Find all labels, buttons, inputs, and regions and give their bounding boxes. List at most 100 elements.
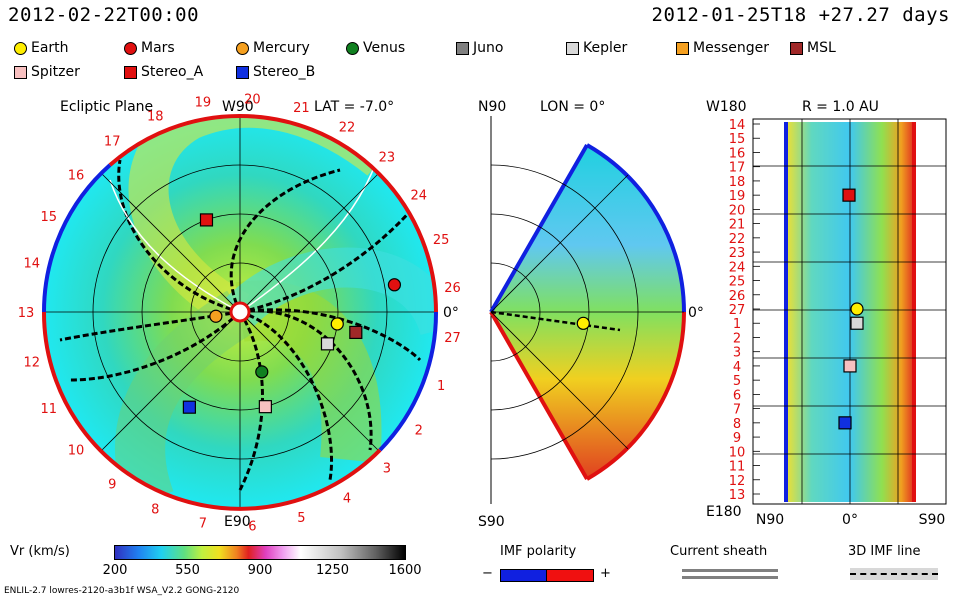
rotation-label: 13 <box>18 306 35 321</box>
synoptic-spitzer-marker <box>843 359 857 373</box>
legend-item-venus: Venus <box>346 40 405 56</box>
rotation-label: 3 <box>383 462 391 477</box>
legend-item-spitzer: Spitzer <box>14 64 80 80</box>
current-sheath-line-1 <box>682 569 778 572</box>
ecliptic-rim-neg <box>378 311 439 452</box>
synoptic-row-label: 1 <box>733 317 741 332</box>
imf-neg-swatch <box>500 569 548 582</box>
stereo-b-marker-icon <box>236 65 249 79</box>
sun-icon <box>229 301 251 323</box>
msl-marker-icon <box>790 41 803 55</box>
synoptic-row-labels: 1415161718192021222324252627123456789101… <box>729 118 746 503</box>
rotation-label: 10 <box>68 444 85 459</box>
legend-label: Kepler <box>583 40 628 56</box>
earth-marker-icon <box>14 41 27 55</box>
synoptic-x-label: N90 <box>756 512 784 528</box>
synoptic-row-label: 5 <box>733 374 741 389</box>
venus-marker-icon <box>346 41 359 55</box>
synoptic-bottom-left: E180 <box>706 504 742 520</box>
colorbar-tick: 550 <box>175 563 200 578</box>
ecliptic-bottom-label: E90 <box>224 514 251 530</box>
ecliptic-rim-neg-2 <box>41 163 112 313</box>
synoptic-row-label: 11 <box>729 460 746 475</box>
synoptic-row-label: 20 <box>729 203 746 218</box>
rotation-label: 11 <box>40 402 57 417</box>
current-sheath-line-2 <box>682 576 778 579</box>
synoptic-panel: W180 R = 1.0 AU E180 1415161718192021222… <box>706 99 947 528</box>
meridional-arc-bottom <box>586 311 686 481</box>
synoptic-row-label: 26 <box>729 289 746 304</box>
ecliptic-top-label: W90 <box>222 99 254 115</box>
rotation-label: 5 <box>297 511 305 526</box>
juno-marker-icon <box>456 41 469 55</box>
meridional-edge-bottom <box>489 311 589 480</box>
rotation-label: 25 <box>433 233 450 248</box>
ecliptic-panel: Ecliptic Plane W90 LAT = -7.0° E90 0° <box>18 92 461 534</box>
rotation-label: 4 <box>343 491 351 506</box>
ecliptic-lat-label: LAT = -7.0° <box>314 99 394 115</box>
current-sheath-title: Current sheath <box>670 544 768 559</box>
synoptic-row-label: 16 <box>729 146 746 161</box>
imf-minus: − <box>482 566 493 581</box>
synoptic-row-label: 18 <box>729 175 746 190</box>
ecliptic-stereo-a-marker <box>199 213 214 227</box>
legend-item-stereo-b: Stereo_B <box>236 64 315 80</box>
synoptic-row-label: 6 <box>733 388 741 403</box>
synoptic-grid <box>753 119 946 504</box>
rotation-label: 9 <box>108 478 116 493</box>
imf-plus: + <box>600 566 611 581</box>
synoptic-row-label: 25 <box>729 275 746 290</box>
synoptic-row-label: 21 <box>729 218 746 233</box>
legend-label: Spitzer <box>31 64 80 80</box>
ecliptic-rotation-labels: 19 20212223242526271234567891011121314151… <box>18 92 461 534</box>
meridional-arc-top <box>586 143 686 313</box>
rotation-label: 8 <box>151 502 159 517</box>
ecliptic-earth-marker <box>330 317 344 331</box>
synoptic-x-labels: N90 0° S90 <box>756 512 946 528</box>
legend-item-earth: Earth <box>14 40 69 56</box>
synoptic-row-label: 8 <box>733 417 741 432</box>
synoptic-row-label: 23 <box>729 246 746 261</box>
right-info: 2012-01-25T18 +27.27 days <box>651 4 950 26</box>
synoptic-earth-marker <box>850 302 864 316</box>
synoptic-x-label: S90 <box>919 512 946 528</box>
stereo-a-marker-icon <box>124 65 137 79</box>
rotation-label: 7 <box>199 517 207 532</box>
mars-marker-icon <box>124 41 137 55</box>
ecliptic-venus-marker <box>255 365 269 379</box>
legend-label: Stereo_B <box>253 64 316 80</box>
meridional-grid <box>490 164 684 460</box>
messenger-marker-icon <box>676 41 689 55</box>
legend-item-kepler: Kepler <box>566 40 627 56</box>
rotation-label: 22 <box>339 121 356 136</box>
left-timestamp: 2012-02-22T00:00 <box>8 4 200 26</box>
ecliptic-kepler-marker <box>320 337 335 351</box>
legend-item-mercury: Mercury <box>236 40 310 56</box>
meridional-bottom-label: S90 <box>478 514 505 530</box>
meridional-bodies <box>576 316 590 330</box>
rotation-label: 15 <box>40 210 57 225</box>
legend-item-juno: Juno <box>456 40 503 56</box>
colorbar-tick: 900 <box>247 563 273 578</box>
synoptic-stereo-a-marker <box>842 188 856 202</box>
ecliptic-spitzer-marker <box>258 400 272 414</box>
synoptic-row-label: 15 <box>729 132 746 147</box>
legend-label: MSL <box>807 40 836 56</box>
meridional-panel: N90 LON = 0° S90 0° <box>478 99 704 530</box>
synoptic-row-label: 2 <box>733 331 741 346</box>
synoptic-row-label: 13 <box>729 488 746 503</box>
spitzer-marker-icon <box>14 65 27 79</box>
imf-line-title: 3D IMF line <box>848 544 921 559</box>
synoptic-row-label: 14 <box>729 118 746 133</box>
legend-label: Earth <box>31 40 69 56</box>
ecliptic-title: Ecliptic Plane <box>60 99 153 115</box>
synoptic-row-label: 12 <box>729 474 746 489</box>
rotation-label: 27 <box>444 331 461 346</box>
ecliptic-msl-marker <box>349 325 363 340</box>
colorbar-label: Vr (km/s) <box>10 544 70 559</box>
rotation-label: 1 <box>437 379 445 394</box>
legend-label: Messenger <box>693 40 770 56</box>
meridional-lon-label: LON = 0° <box>540 99 605 115</box>
synoptic-stereo-b-marker <box>838 416 852 430</box>
imf-line-sample <box>850 573 938 575</box>
